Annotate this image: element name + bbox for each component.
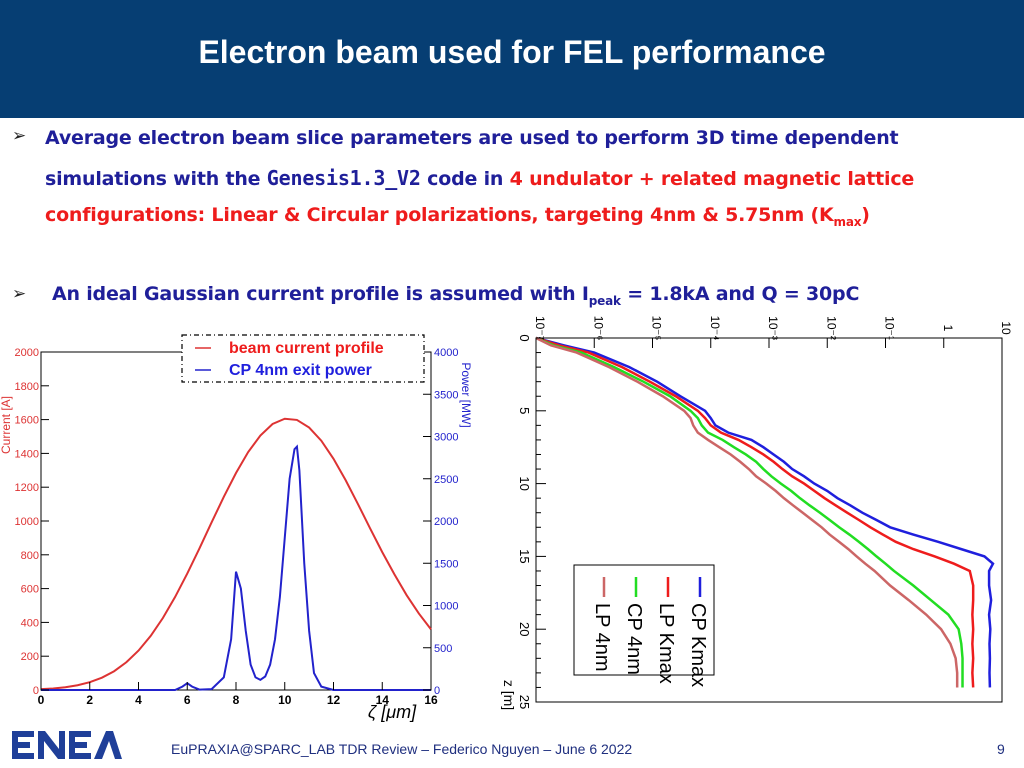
- p-tick-label: 10⁻²: [824, 316, 838, 340]
- x-tick-label: 16: [424, 693, 438, 707]
- legend-label: LP 4nm: [591, 603, 613, 672]
- bullet-1-line-3: configurations: Linear & Circular polari…: [45, 204, 870, 229]
- y-tick-label: 200: [21, 651, 39, 663]
- z-tick-label: 20: [517, 622, 532, 636]
- kmax-subscript: max: [833, 215, 862, 229]
- p-tick-label: 10: [999, 321, 1013, 335]
- y-tick-label: 2000: [15, 347, 39, 359]
- footer-text: EuPRAXIA@SPARC_LAB TDR Review – Federico…: [171, 741, 633, 757]
- legend-label: LP Kmax: [655, 603, 677, 684]
- series-line-CP-4nm: [535, 336, 964, 688]
- p-tick-label: 1: [941, 325, 955, 332]
- power-vs-z-chart: 0 5 10 15 20 25 10⁻⁷ 10⁻⁶ 10⁻⁵ 10⁻⁴ 10⁻³ 10⁻² 10⁻¹ 1 1…: [501, 316, 1013, 711]
- z-tick-label: 15: [517, 549, 532, 563]
- x-tick-label: 2: [86, 693, 93, 707]
- enea-logo: [12, 731, 122, 759]
- bullet-2-text-b: = 1.8kA and Q = 30pC: [627, 283, 860, 305]
- z-tick-label: 5: [517, 407, 532, 414]
- x-tick-label: 10: [278, 693, 292, 707]
- y-tick-label: 0: [33, 685, 39, 697]
- plot-frame: [40, 351, 432, 691]
- peak-subscript: peak: [588, 294, 621, 308]
- legend-label: CP Kmax: [687, 603, 709, 687]
- bullet-1-text-b: code in: [427, 168, 504, 190]
- y2-tick-label: 4000: [434, 347, 458, 359]
- series-line-CP-Kmax: [535, 336, 995, 688]
- x-axis-label: ζ [μm]: [368, 702, 417, 722]
- y-tick-label: 1000: [15, 516, 39, 528]
- bullet-1-text-a: simulations with the: [45, 168, 261, 190]
- p-tick-label: 10⁻³: [766, 316, 780, 340]
- code-name: Genesis1.3_V2: [266, 166, 421, 190]
- y-tick-label: 600: [21, 584, 39, 596]
- page-number: 9: [997, 741, 1005, 757]
- series-line-LP-4nm: [535, 336, 959, 688]
- x-tick-label: 0: [38, 693, 45, 707]
- bullet-1-red-c: ): [861, 204, 870, 226]
- x-tick-label: 8: [233, 693, 240, 707]
- y-tick-label: 1200: [15, 482, 39, 494]
- bullet-arrow-icon: ➢: [12, 126, 27, 146]
- p-tick-label: 10⁻⁵: [650, 316, 664, 341]
- y-tick-label: 800: [21, 550, 39, 562]
- bullet-2-text-a: An ideal Gaussian current profile is ass…: [52, 283, 589, 305]
- x-axis-label: z [m]: [501, 680, 517, 710]
- p-tick-label: 10⁻⁷: [533, 316, 547, 340]
- bullet-1-red-a: 4 undulator + related magnetic lattice: [509, 168, 915, 190]
- y2-tick-label: 1500: [434, 558, 458, 570]
- y2-tick-label: 2500: [434, 474, 458, 486]
- p-tick-label: 10⁻⁶: [591, 316, 605, 341]
- legend-box: [573, 564, 715, 676]
- x-tick-label: 12: [327, 693, 341, 707]
- y2-tick-label: 0: [434, 685, 440, 697]
- current-power-chart: 0 2 4 6 8 10 12 14 16020040060080010001200140016…: [0, 334, 473, 722]
- y-tick-label: 1600: [15, 415, 39, 427]
- bullet-1-red-b: configurations: Linear & Circular polari…: [45, 204, 834, 226]
- series-line-CP-4nm-exit-power: [41, 444, 431, 691]
- y-tick-label: 1800: [15, 381, 39, 393]
- series-line-beam-current-profile: [40, 417, 432, 691]
- p-tick-label: 10⁻¹: [883, 316, 897, 340]
- x-tick-label: 4: [135, 693, 142, 707]
- y2-tick-label: 500: [434, 643, 452, 655]
- y-axis-label: Current [A]: [0, 396, 13, 454]
- y2-tick-label: 3000: [434, 432, 458, 444]
- legend-box: [181, 334, 425, 383]
- z-tick-label: 10: [517, 476, 532, 490]
- y2-tick-label: 1000: [434, 601, 458, 613]
- bullet-1-line-1: Average electron beam slice parameters a…: [45, 127, 899, 149]
- z-tick-label: 0: [517, 334, 532, 341]
- bullet-arrow-icon: ➢: [12, 284, 27, 304]
- y2-axis-label: Power [MW]: [459, 362, 473, 427]
- z-tick-label: 25: [517, 695, 532, 709]
- bullet-2: An ideal Gaussian current profile is ass…: [52, 283, 859, 308]
- x-tick-label: 6: [184, 693, 191, 707]
- legend-label-power: CP 4nm exit power: [229, 362, 372, 379]
- legend-label-current: beam current profile: [229, 340, 384, 357]
- legend-label: CP 4nm: [623, 603, 645, 675]
- x-tick-label: 14: [376, 693, 390, 707]
- title-bar: [0, 0, 1024, 118]
- series-line-LP-Kmax: [535, 336, 975, 688]
- y2-tick-label: 2000: [434, 516, 458, 528]
- y-tick-label: 400: [21, 617, 39, 629]
- y-tick-label: 1400: [15, 448, 39, 460]
- p-tick-label: 10⁻⁴: [708, 316, 722, 341]
- page-title: Electron beam used for FEL performance: [198, 34, 826, 70]
- y2-tick-label: 3500: [434, 389, 458, 401]
- bullet-1-line-2: simulations with the Genesis1.3_V2 code …: [45, 166, 914, 190]
